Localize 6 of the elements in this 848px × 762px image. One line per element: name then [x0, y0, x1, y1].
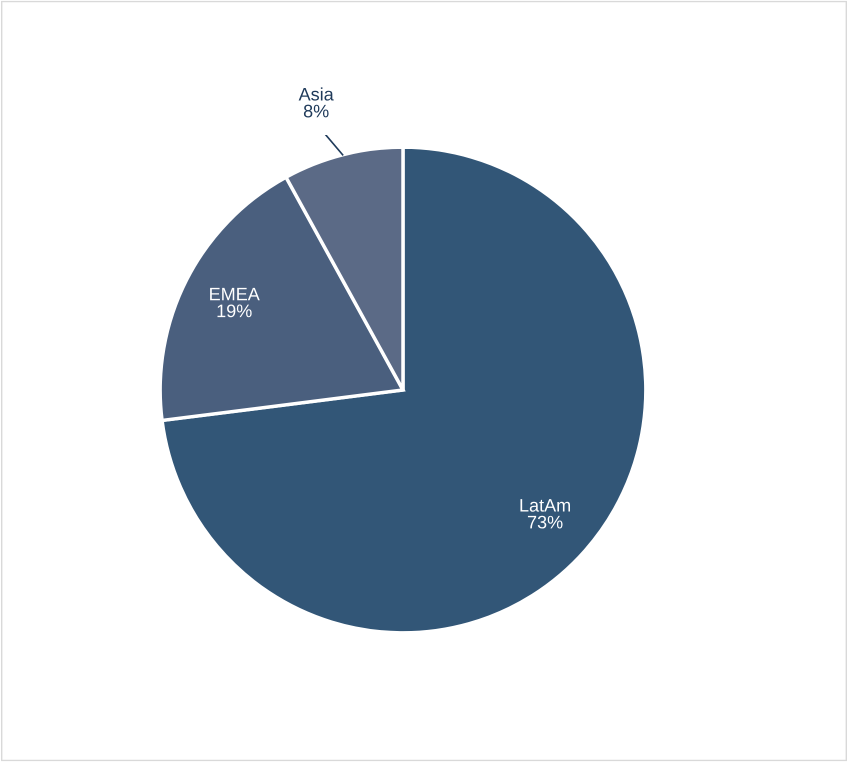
slice-label: Asia: [298, 87, 334, 101]
slice-label: EMEA: [210, 288, 260, 300]
slice-label: LatAm: [520, 499, 570, 512]
data-label: 73%: [528, 516, 563, 529]
data-label: 19%: [218, 304, 252, 318]
data-label: 8%: [304, 104, 329, 118]
